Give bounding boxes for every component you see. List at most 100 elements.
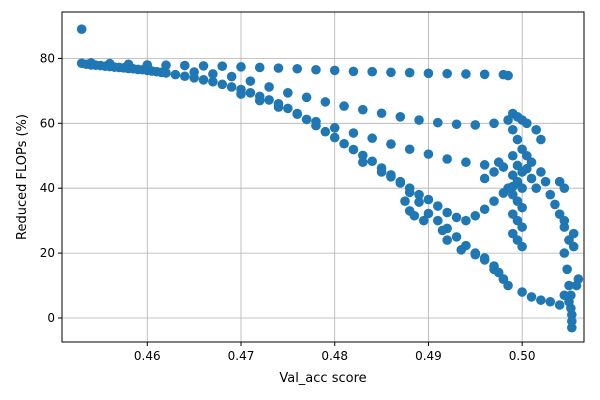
data-point [409, 210, 420, 221]
data-point [568, 228, 579, 239]
data-point [559, 248, 570, 258]
data-point [522, 118, 532, 129]
data-point [433, 215, 443, 226]
data-point [179, 71, 190, 82]
data-point [142, 60, 153, 70]
data-point [189, 67, 199, 77]
data-point [536, 134, 546, 145]
data-point [479, 204, 490, 215]
x-tick-label: 0.49 [415, 349, 442, 363]
data-point [433, 117, 443, 128]
data-point [507, 124, 518, 135]
x-tick-label: 0.46 [134, 349, 161, 363]
data-point [358, 150, 368, 161]
data-point [559, 183, 570, 193]
data-point [254, 62, 265, 73]
data-point [367, 156, 378, 167]
y-axis-label: Reduced FLOPs (%) [15, 114, 30, 240]
data-point [208, 76, 218, 87]
data-point [517, 183, 527, 193]
data-point [367, 66, 378, 77]
x-tick-label: 0.50 [509, 349, 536, 363]
data-point [320, 126, 331, 137]
data-point [479, 173, 490, 184]
data-point [517, 241, 527, 252]
data-point [545, 189, 556, 200]
data-point [161, 60, 171, 71]
data-point [400, 196, 410, 206]
data-point [339, 101, 349, 111]
data-point [550, 199, 560, 210]
data-point [386, 172, 396, 182]
data-point [236, 89, 246, 99]
data-point [376, 167, 387, 177]
data-point [226, 82, 237, 92]
data-point [170, 69, 181, 80]
data-point [451, 232, 462, 242]
data-point [470, 249, 481, 260]
data-point [461, 215, 471, 226]
data-point [567, 322, 577, 333]
data-point [311, 116, 321, 127]
data-point [339, 138, 349, 149]
data-point [386, 67, 396, 78]
data-point [489, 196, 499, 206]
data-point [433, 201, 443, 211]
y-tick-label: 20 [40, 246, 55, 260]
y-tick-label: 60 [40, 116, 55, 130]
data-point [522, 163, 532, 174]
data-point [414, 115, 424, 125]
data-point [348, 128, 359, 138]
data-point [456, 245, 467, 255]
data-point [571, 280, 582, 291]
data-point [254, 95, 265, 106]
data-point [423, 194, 434, 205]
x-axis-label: Val_acc score [279, 371, 366, 386]
data-point [470, 120, 481, 130]
data-points [76, 24, 584, 333]
data-point [104, 58, 115, 69]
data-point [395, 176, 406, 187]
data-point [503, 70, 513, 81]
data-point [264, 82, 274, 92]
data-point [564, 280, 574, 291]
data-point [512, 134, 523, 145]
data-point [386, 139, 396, 149]
data-point [348, 66, 359, 77]
data-point [489, 167, 499, 177]
data-point [545, 296, 556, 307]
data-point [264, 95, 274, 105]
data-point [559, 290, 570, 301]
data-point [479, 253, 490, 263]
data-point [470, 210, 481, 221]
data-point [292, 109, 303, 120]
data-point [442, 154, 452, 164]
data-point [329, 65, 340, 76]
x-tick-label: 0.47 [228, 349, 255, 363]
data-point [358, 157, 368, 168]
data-point [236, 62, 246, 72]
data-point [208, 69, 218, 79]
data-point [86, 58, 96, 68]
data-point [423, 208, 434, 219]
data-point [283, 103, 293, 114]
data-point [536, 295, 546, 305]
data-point [503, 183, 513, 193]
data-point [461, 157, 471, 168]
data-point [442, 235, 452, 245]
data-point [123, 59, 134, 70]
y-tick-label: 40 [40, 181, 55, 195]
data-point [329, 123, 340, 133]
data-point [531, 183, 542, 193]
y-axis-ticks: 0 20 40 60 80 [40, 51, 62, 325]
data-point [461, 69, 471, 79]
data-point [301, 114, 312, 125]
data-point [404, 183, 415, 193]
data-point [437, 225, 448, 236]
data-point [198, 75, 209, 85]
data-point [489, 118, 499, 129]
data-point [517, 222, 527, 232]
data-point [292, 63, 303, 74]
data-point [348, 144, 359, 155]
